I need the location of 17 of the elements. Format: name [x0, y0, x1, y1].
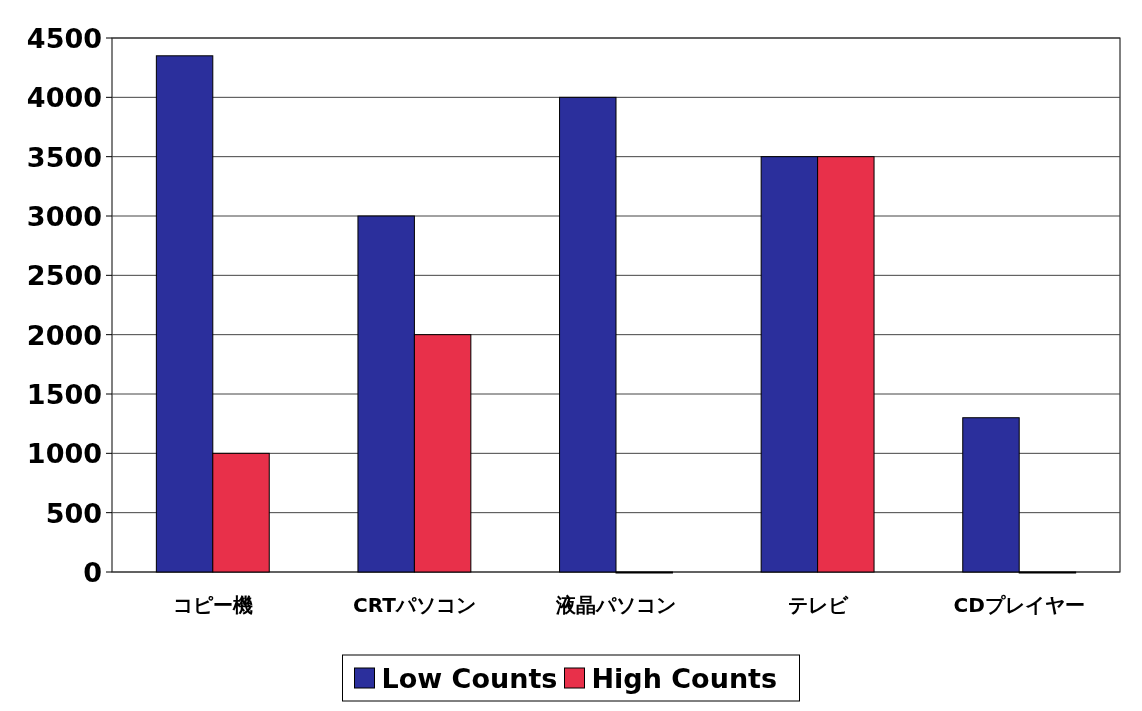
x-tick-label: 液晶パソコン — [555, 593, 676, 617]
y-tick-label: 4000 — [26, 82, 102, 114]
y-tick-label: 1000 — [26, 438, 102, 470]
y-tick-label: 0 — [83, 557, 102, 588]
x-tick-label: テレビ — [787, 593, 849, 617]
x-tick-label: コピー機 — [172, 593, 253, 617]
legend-label: High Counts — [591, 663, 778, 694]
x-tick-label: CRTパソコン — [352, 593, 476, 617]
y-tick-label: 500 — [45, 497, 102, 529]
y-tick-label: 2500 — [26, 260, 102, 292]
y-tick-label: 2000 — [26, 319, 102, 351]
y-tick-label: 3000 — [26, 201, 102, 232]
y-tick-label: 4500 — [26, 23, 102, 54]
y-tick-label: 3500 — [26, 141, 102, 173]
legend-label: Low Counts — [381, 663, 558, 694]
x-tick-label: CDプレイヤー — [953, 593, 1085, 617]
y-tick-label: 1500 — [26, 379, 102, 410]
